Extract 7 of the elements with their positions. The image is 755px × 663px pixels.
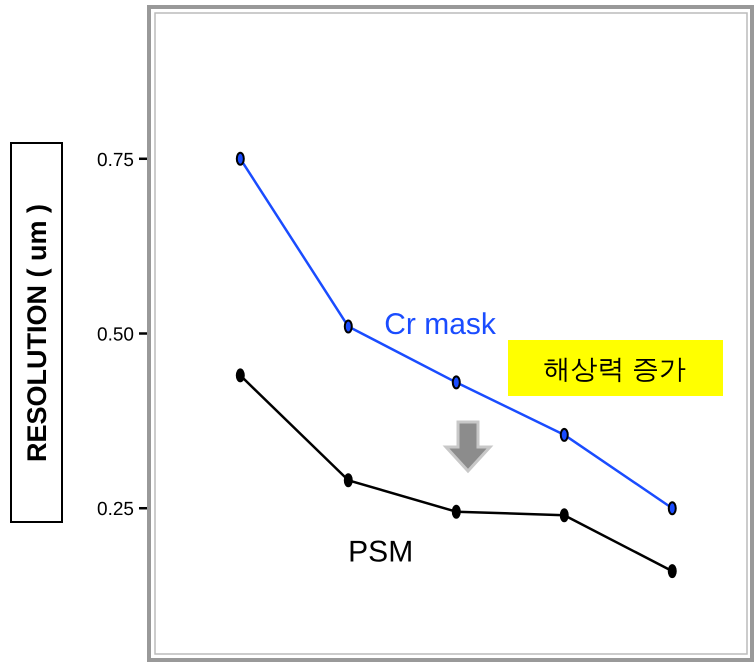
annotation: 해상력 증가 bbox=[544, 354, 686, 384]
series-label: Cr mask bbox=[384, 308, 497, 342]
y-tick-label: 0.75 bbox=[97, 150, 134, 171]
series-label: PSM bbox=[348, 536, 414, 569]
y-tick-label: 0.25 bbox=[97, 499, 134, 520]
y-axis-title: RESOLUTION ( um ) bbox=[22, 204, 52, 462]
y-tick-label: 0.50 bbox=[97, 324, 134, 346]
